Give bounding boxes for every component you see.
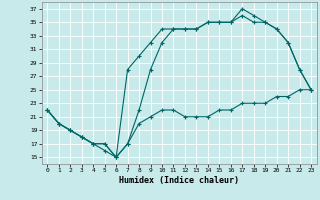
X-axis label: Humidex (Indice chaleur): Humidex (Indice chaleur) [119, 176, 239, 185]
